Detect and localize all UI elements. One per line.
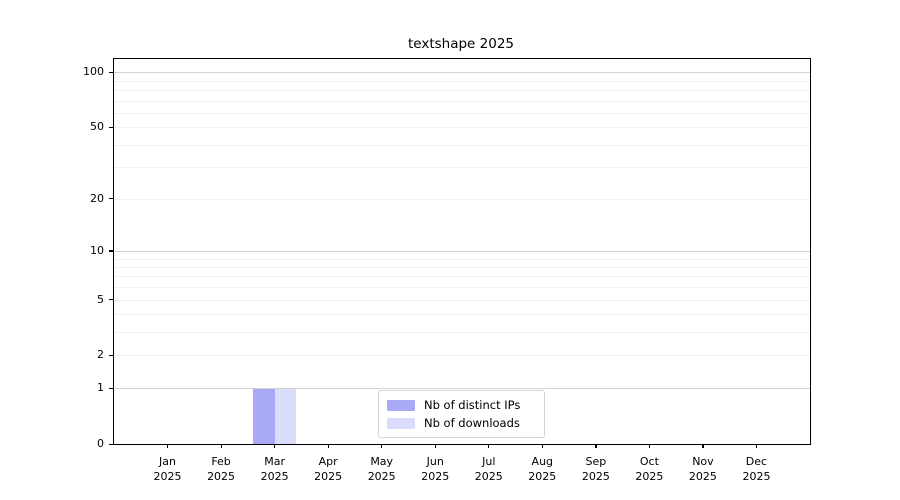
x-tick-label: Dec 2025 — [742, 455, 771, 483]
x-tick-label: Mar 2025 — [260, 455, 289, 483]
x-tick-label: Oct 2025 — [635, 455, 664, 483]
y-tick — [109, 71, 114, 73]
y-tick — [109, 250, 114, 252]
y-tick-label: 100 — [83, 65, 104, 79]
x-tick — [488, 444, 490, 448]
gridline-minor — [114, 198, 810, 200]
gridline-minor — [114, 266, 810, 268]
y-tick-label: 1 — [97, 381, 104, 395]
x-tick — [541, 444, 543, 448]
y-tick-label: 20 — [90, 191, 104, 205]
legend: Nb of distinct IPs Nb of downloads — [378, 390, 545, 438]
x-tick-label: Apr 2025 — [314, 455, 343, 483]
x-tick-label: Nov 2025 — [688, 455, 717, 483]
x-tick — [220, 444, 222, 448]
x-tick-label: Jun 2025 — [421, 455, 450, 483]
x-tick — [702, 444, 704, 448]
x-tick — [327, 444, 329, 448]
legend-swatch-downloads — [387, 417, 415, 429]
gridline-minor — [114, 332, 810, 334]
x-tick-label: Jul 2025 — [474, 455, 503, 483]
x-tick-label: Aug 2025 — [528, 455, 557, 483]
x-tick — [595, 444, 597, 448]
gridline-major — [114, 388, 810, 390]
x-tick-label: Feb 2025 — [207, 455, 236, 483]
gridline-minor — [114, 276, 810, 278]
x-tick-label: May 2025 — [367, 455, 396, 483]
y-tick-label: 10 — [90, 243, 104, 257]
legend-label-downloads: Nb of downloads — [424, 416, 520, 430]
y-tick-label: 5 — [97, 292, 104, 306]
gridline-minor — [114, 127, 810, 129]
x-tick — [755, 444, 758, 448]
gridline-minor — [114, 314, 810, 316]
x-tick — [167, 444, 169, 448]
y-tick — [109, 299, 114, 301]
x-tick-label: Jan 2025 — [153, 455, 182, 483]
chart-title: textshape 2025 — [407, 36, 515, 52]
legend-label-distinct-ips: Nb of distinct IPs — [424, 398, 521, 412]
gridline-major — [114, 250, 810, 252]
gridline-minor — [114, 89, 810, 91]
legend-swatch-distinct-ips — [387, 399, 415, 411]
y-tick — [109, 443, 114, 445]
gridline-major — [114, 72, 810, 74]
bar-nb-of-downloads — [274, 388, 297, 444]
legend-entry-downloads: Nb of downloads — [387, 416, 536, 430]
y-tick-label: 2 — [97, 348, 104, 362]
gridline-minor — [114, 299, 810, 301]
y-tick-label: 50 — [90, 120, 104, 134]
gridline-minor — [114, 144, 810, 146]
gridline-minor — [114, 100, 810, 102]
x-tick — [381, 444, 383, 448]
gridline-minor — [114, 112, 810, 114]
bar-nb-of-distinct-ips — [253, 388, 275, 444]
y-tick-label: 0 — [97, 437, 104, 450]
x-tick — [648, 444, 651, 448]
gridline-minor — [114, 355, 810, 357]
gridline-minor — [114, 80, 810, 82]
plot-area: 0 1 2 5 10 20 50 100 Jan 2025 Feb 2025 Mar 2025 Apr… — [83, 58, 811, 483]
legend-entry-distinct-ips: Nb of distinct IPs — [387, 398, 536, 412]
gridline-minor — [114, 167, 810, 169]
x-tick-label: Sep 2025 — [581, 455, 610, 483]
y-tick — [109, 198, 114, 200]
gridline-minor — [114, 287, 810, 289]
y-tick — [109, 387, 114, 389]
x-tick — [274, 444, 276, 448]
x-tick — [434, 444, 436, 448]
y-tick — [109, 126, 114, 128]
gridline-minor — [114, 258, 810, 260]
y-tick — [109, 354, 114, 357]
